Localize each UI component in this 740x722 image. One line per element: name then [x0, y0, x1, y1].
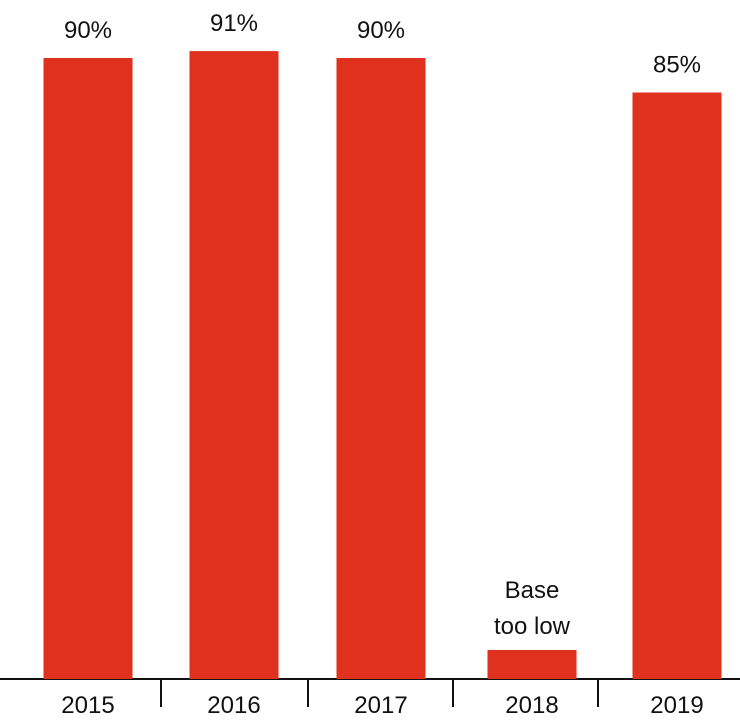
data-label-2017: 90%: [357, 17, 405, 44]
bar-2015: [43, 58, 133, 679]
bar-2016: [189, 51, 279, 680]
data-label-2015: 90%: [64, 17, 112, 44]
bar-2019: [632, 92, 722, 679]
x-tick-label-2016: 2016: [207, 692, 260, 719]
data-labels: 90% 91% 90% Base too low 85%: [64, 10, 701, 640]
data-label-2016: 91%: [210, 10, 258, 37]
bar-2017: [336, 58, 426, 679]
x-tick-label-2015: 2015: [61, 692, 114, 719]
note-label-2018: Base: [505, 577, 560, 604]
x-tick-label-2018: 2018: [505, 692, 558, 719]
bar-2018: [487, 650, 577, 679]
note-label-2018: too low: [494, 613, 571, 640]
data-label-2019: 85%: [653, 52, 701, 79]
category-dividers: [160, 679, 599, 707]
x-tick-label-2019: 2019: [650, 692, 703, 719]
x-tick-label-2017: 2017: [354, 692, 407, 719]
x-tick-labels: 2015 2016 2017 2018 2019: [61, 692, 703, 719]
bars: [43, 51, 722, 680]
